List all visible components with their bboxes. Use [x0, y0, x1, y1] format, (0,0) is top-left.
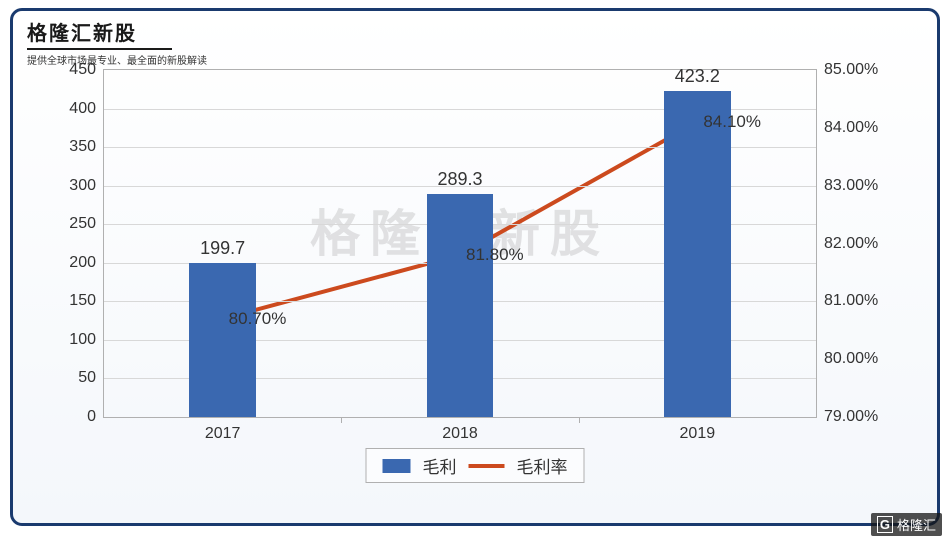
brand-title: 格隆汇新股 — [27, 17, 207, 46]
y-right-tick-label: 82.00% — [824, 235, 878, 253]
footer-logo: G 格隆汇 — [871, 513, 942, 536]
bar: 423.2 — [664, 91, 730, 417]
legend-line-label: 毛利率 — [517, 453, 568, 478]
title-underline — [27, 48, 172, 50]
bar-value-label: 423.2 — [675, 66, 720, 87]
legend-swatch-bar — [383, 459, 411, 473]
y-left-tick-label: 50 — [78, 369, 96, 387]
bar-value-label: 289.3 — [437, 169, 482, 190]
y-right-tick-label: 80.00% — [824, 350, 878, 368]
footer-logo-mark: G — [877, 516, 893, 533]
bar: 289.3 — [427, 194, 493, 417]
y-right-tick-label: 83.00% — [824, 177, 878, 195]
y-left-tick-label: 0 — [87, 408, 96, 426]
x-tick — [579, 417, 580, 423]
y-right-tick-label: 81.00% — [824, 292, 878, 310]
x-tick — [341, 417, 342, 423]
bar-value-label: 199.7 — [200, 238, 245, 259]
x-tick-label: 2017 — [205, 425, 241, 443]
header: 格隆汇新股 提供全球市场最专业、最全面的新股解读 — [27, 17, 207, 67]
y-right-tick-label: 79.00% — [824, 408, 878, 426]
y-left-tick-label: 100 — [69, 331, 96, 349]
y-left-tick-label: 200 — [69, 254, 96, 272]
y-right-tick-label: 84.00% — [824, 119, 878, 137]
legend-swatch-line — [469, 464, 505, 468]
x-tick-label: 2018 — [442, 425, 478, 443]
line-point-label: 84.10% — [703, 112, 761, 132]
brand-subtitle: 提供全球市场最专业、最全面的新股解读 — [27, 52, 207, 67]
y-right-tick-label: 85.00% — [824, 61, 878, 79]
footer-logo-text: 格隆汇 — [897, 515, 936, 534]
y-left-tick-label: 300 — [69, 177, 96, 195]
chart-frame: 格隆汇新股 提供全球市场最专业、最全面的新股解读 格隆汇新股 050100150… — [10, 8, 940, 526]
x-tick-label: 2019 — [680, 425, 716, 443]
y-left-tick-label: 250 — [69, 215, 96, 233]
legend-bar-label: 毛利 — [423, 453, 457, 478]
plot-area: 格隆汇新股 05010015020025030035040045079.00%8… — [103, 69, 817, 418]
bar: 199.7 — [189, 263, 255, 417]
legend: 毛利 毛利率 — [366, 448, 585, 483]
y-left-tick-label: 450 — [69, 61, 96, 79]
y-left-tick-label: 150 — [69, 292, 96, 310]
line-point-label: 80.70% — [229, 309, 287, 329]
line-point-label: 81.80% — [466, 245, 524, 265]
y-left-tick-label: 400 — [69, 100, 96, 118]
y-left-tick-label: 350 — [69, 138, 96, 156]
